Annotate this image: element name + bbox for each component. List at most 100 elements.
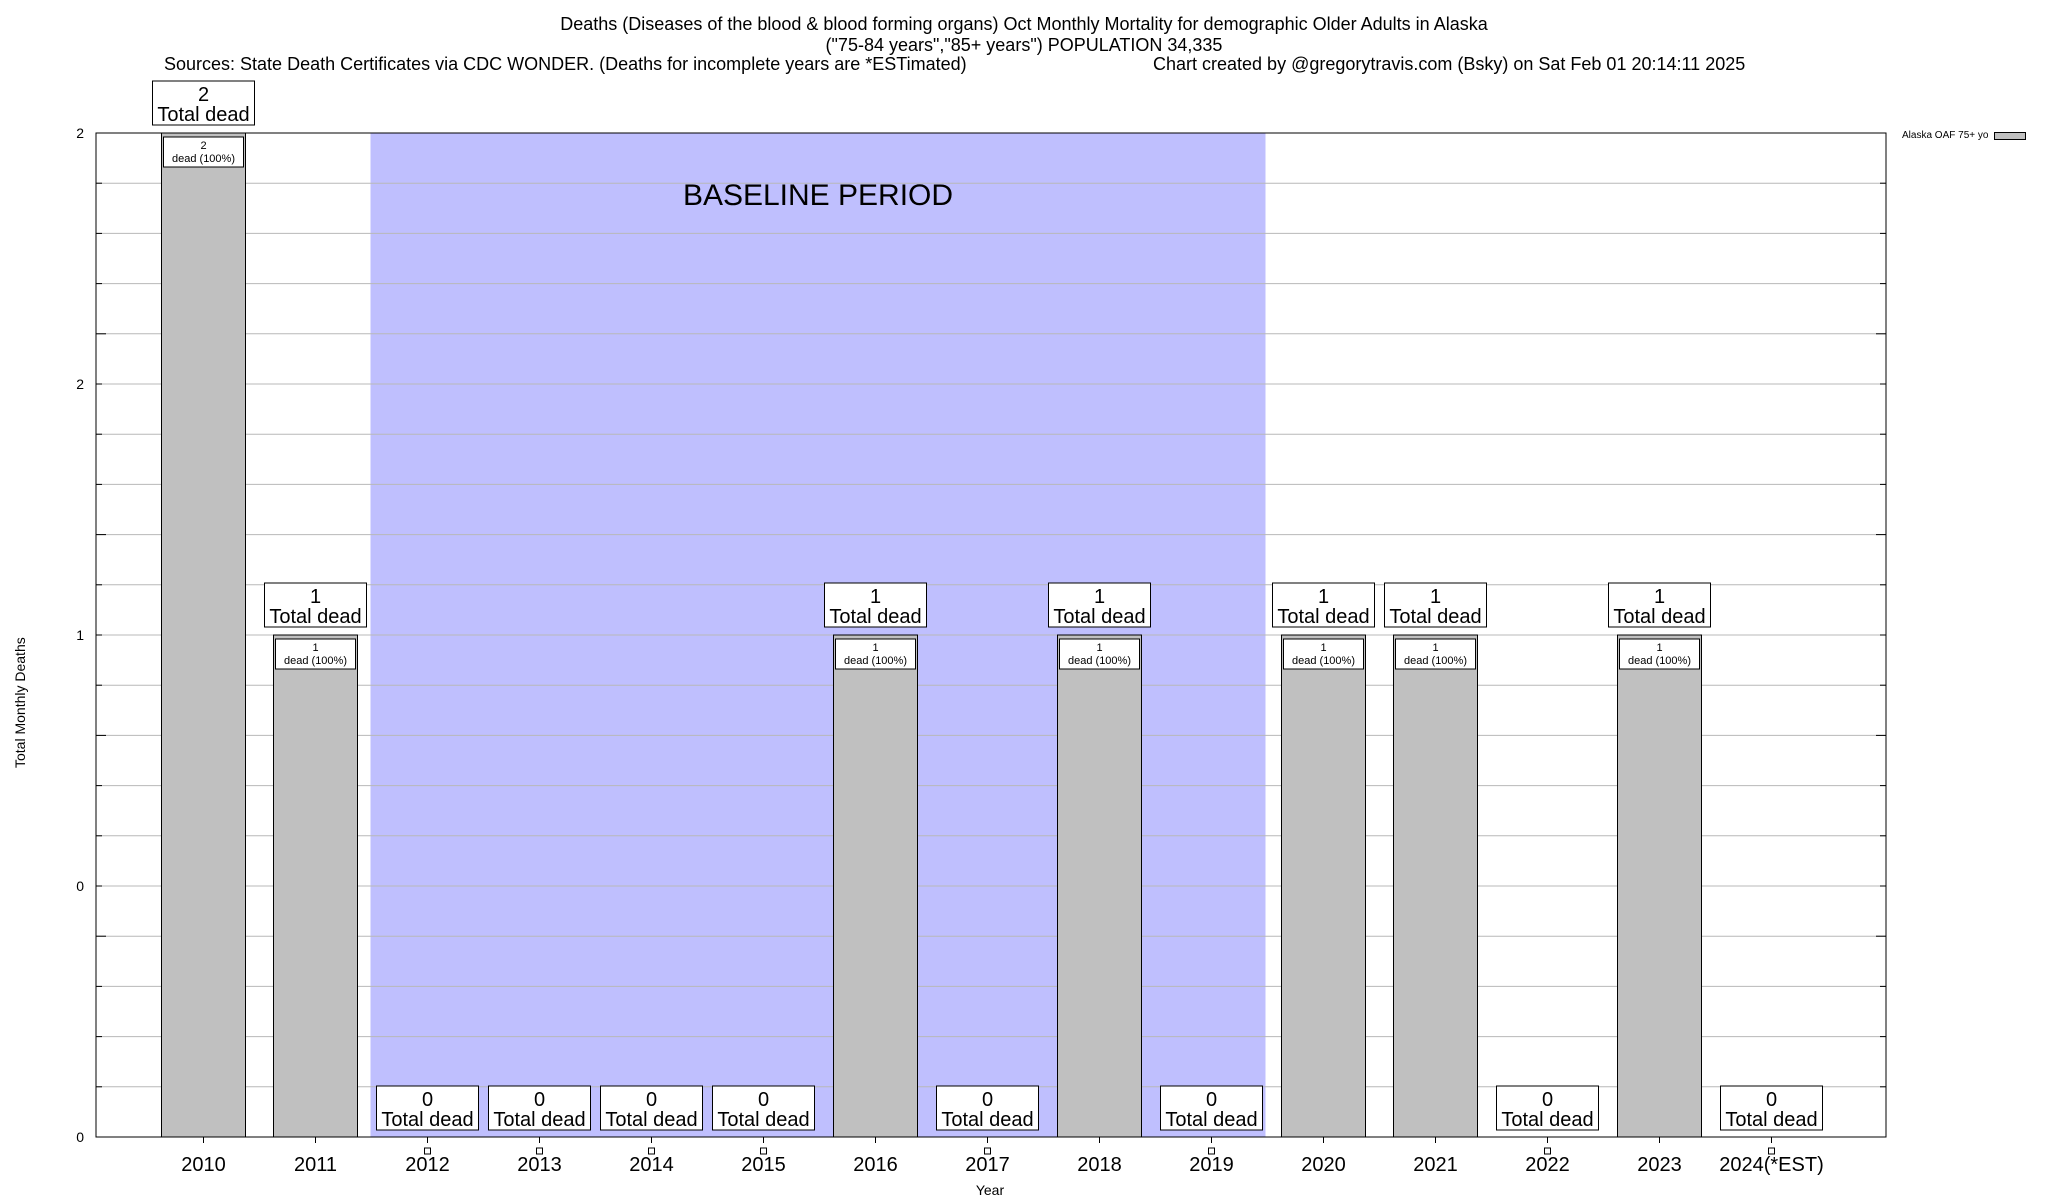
- total-label-count: 0: [1206, 1089, 1217, 1111]
- x-tick-label: 2019: [1189, 1154, 1234, 1176]
- zero-marker: [760, 1147, 767, 1155]
- total-label-text: Total dead: [829, 606, 921, 628]
- total-label-text: Total dead: [1613, 606, 1705, 628]
- legend-swatch: [1994, 131, 2027, 140]
- title-line-2: ("75-84 years","85+ years") POPULATION 3…: [825, 35, 1223, 55]
- bar-inner-label-text: dead (100%): [1068, 655, 1131, 667]
- bar-inner-label-box: [1283, 638, 1364, 670]
- bar-inner-label-count: 2: [200, 140, 206, 152]
- y-tick-label: 0: [76, 878, 84, 894]
- y-tick-label: 0: [76, 1129, 84, 1145]
- total-label-box: [1384, 582, 1487, 628]
- x-tick-label: 2011: [294, 1154, 337, 1176]
- zero-marker: [984, 1147, 991, 1155]
- y-tick-label: 2: [76, 125, 84, 141]
- total-label-text: Total dead: [269, 606, 361, 628]
- total-label-text: Total dead: [1053, 606, 1145, 628]
- total-label-box: [376, 1085, 479, 1131]
- total-label-box: [1496, 1085, 1599, 1131]
- total-label-count: 1: [870, 586, 881, 608]
- y-tick-label: 2: [76, 376, 84, 392]
- bar-inner-label-count: 1: [1096, 642, 1102, 654]
- total-label-text: Total dead: [941, 1109, 1033, 1131]
- total-label-count: 2: [198, 84, 209, 106]
- zero-marker: [1208, 1147, 1215, 1155]
- bar-inner-label-text: dead (100%): [1292, 655, 1355, 667]
- bar-inner-label-box: [275, 638, 356, 670]
- total-label-count: 0: [646, 1089, 657, 1111]
- total-label-box: [152, 80, 255, 126]
- x-tick-label: 2017: [965, 1154, 1010, 1176]
- x-tick-label: 2012: [405, 1154, 450, 1176]
- x-tick-label: 2010: [181, 1154, 226, 1176]
- x-tick-label: 2021: [1413, 1154, 1458, 1176]
- total-label-text: Total dead: [157, 104, 249, 126]
- bar-inner-label-text: dead (100%): [1628, 655, 1691, 667]
- total-label-text: Total dead: [1277, 606, 1369, 628]
- sources-text: Sources: State Death Certificates via CD…: [164, 54, 967, 74]
- bar-inner-label-count: 1: [872, 642, 878, 654]
- total-label-text: Total dead: [1725, 1109, 1817, 1131]
- x-tick-label: 2022: [1525, 1154, 1570, 1176]
- chart-title: Deaths (Diseases of the blood & blood fo…: [0, 14, 2048, 56]
- total-label-box: [1160, 1085, 1263, 1131]
- total-label-box: [1272, 582, 1375, 628]
- bar: [833, 634, 918, 1138]
- total-label-text: Total dead: [717, 1109, 809, 1131]
- total-label-count: 1: [310, 586, 321, 608]
- total-label-box: [1048, 582, 1151, 628]
- bar: [161, 132, 246, 1138]
- total-label-text: Total dead: [493, 1109, 585, 1131]
- bar: [273, 634, 358, 1138]
- x-tick-label: 2023: [1637, 1154, 1682, 1176]
- title-line-1: Deaths (Diseases of the blood & blood fo…: [560, 14, 1488, 34]
- x-tick-label: 2020: [1301, 1154, 1346, 1176]
- bar-inner-label-box: [1395, 638, 1476, 670]
- total-label-box: [600, 1085, 703, 1131]
- x-axis-label: Year: [975, 1182, 1005, 1198]
- bar-inner-label-text: dead (100%): [844, 655, 907, 667]
- zero-marker: [1544, 1147, 1551, 1155]
- total-label-box: [1608, 582, 1711, 628]
- credit-text: Chart created by @gregorytravis.com (Bsk…: [1153, 54, 1746, 74]
- total-label-count: 0: [1542, 1089, 1553, 1111]
- x-tick-label: 2013: [517, 1154, 562, 1176]
- total-label-box: [1720, 1085, 1823, 1131]
- total-label-count: 1: [1094, 586, 1105, 608]
- total-label-count: 0: [982, 1089, 993, 1111]
- baseline-label: BASELINE PERIOD: [683, 179, 953, 212]
- zero-marker: [648, 1147, 655, 1155]
- total-label-count: 0: [1766, 1089, 1777, 1111]
- bar: [1393, 634, 1478, 1138]
- total-label-text: Total dead: [605, 1109, 697, 1131]
- total-label-text: Total dead: [1501, 1109, 1593, 1131]
- legend: Alaska OAF 75+ yo: [1902, 130, 2027, 141]
- bar-inner-label-box: [1059, 638, 1140, 670]
- bar-inner-label-count: 1: [1656, 642, 1662, 654]
- total-label-count: 1: [1318, 586, 1329, 608]
- bar-inner-label-text: dead (100%): [172, 153, 235, 165]
- bar-inner-label-text: dead (100%): [1404, 655, 1467, 667]
- bar-inner-label-text: dead (100%): [284, 655, 347, 667]
- zero-marker: [424, 1147, 431, 1155]
- bar-inner-label-count: 1: [312, 642, 318, 654]
- total-label-box: [824, 582, 927, 628]
- x-tick-label: 2018: [1077, 1154, 1122, 1176]
- total-label-box: [488, 1085, 591, 1131]
- y-tick-label: 1: [76, 627, 84, 643]
- total-label-box: [264, 582, 367, 628]
- plot-border: [95, 132, 1887, 1138]
- total-label-text: Total dead: [1389, 606, 1481, 628]
- total-label-text: Total dead: [381, 1109, 473, 1131]
- y-axis-label: Total Monthly Deaths: [12, 637, 28, 768]
- bar: [1281, 634, 1366, 1138]
- bar-inner-label-box: [163, 136, 244, 168]
- total-label-count: 0: [534, 1089, 545, 1111]
- bar-inner-label-box: [1619, 638, 1700, 670]
- total-label-box: [936, 1085, 1039, 1131]
- zero-marker: [536, 1147, 543, 1155]
- legend-label: Alaska OAF 75+ yo: [1902, 130, 1989, 141]
- total-label-count: 1: [1654, 586, 1665, 608]
- total-label-count: 0: [422, 1089, 433, 1111]
